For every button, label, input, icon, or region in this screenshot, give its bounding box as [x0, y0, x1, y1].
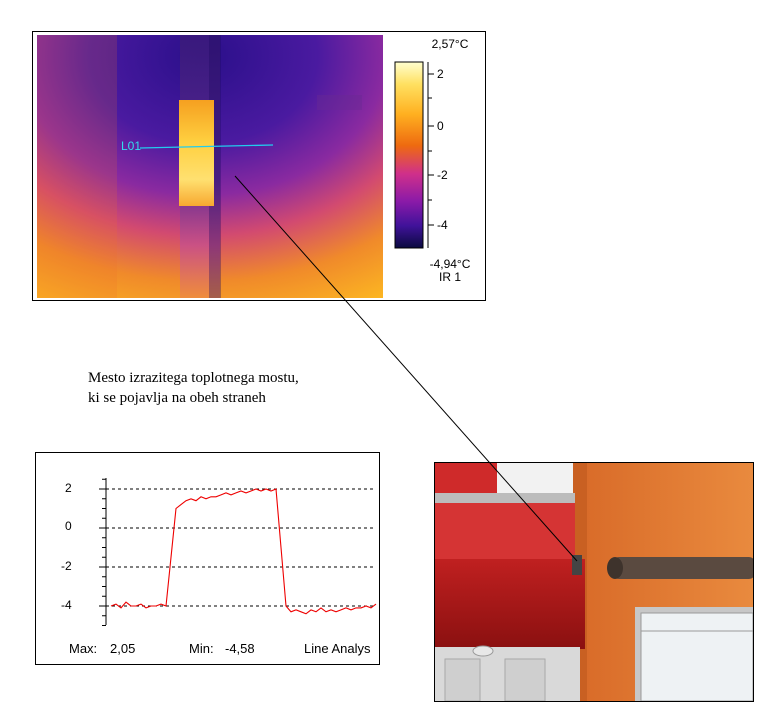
y-tick-minus2: -2 — [61, 559, 72, 573]
min-value: -4,58 — [225, 641, 255, 656]
line-profile-chart — [99, 478, 377, 626]
max-value: 2,05 — [110, 641, 136, 656]
scale-max-value: 2,57°C — [431, 37, 469, 51]
thermal-image: L01 — [37, 35, 383, 298]
y-tick-minus4: -4 — [61, 598, 72, 612]
thermal-hotspot — [179, 100, 214, 206]
thermogram-panel: L01 2,57°C 2 0 — [32, 31, 486, 301]
profile-series-line — [110, 488, 377, 615]
line-profile-panel: 2 0 -2 -4 Max: 2,05 Min: -4,58 Line Anal… — [35, 452, 380, 665]
caption-line-2: ki se pojavlja na obeh straneh — [88, 390, 266, 406]
scale-min-value: -4,94°C — [429, 257, 471, 271]
scale-id-label: IR 1 — [438, 270, 461, 284]
max-label: Max: — [69, 641, 98, 656]
y-tick-2: 2 — [65, 481, 72, 495]
scale-tick-minus4: -4 — [437, 218, 448, 232]
caption-line-1: Mesto izrazitega toplotnega mostu, — [88, 370, 299, 386]
scale-tick-2: 2 — [437, 67, 444, 81]
scale-tick-minus2: -2 — [437, 168, 448, 182]
color-scale — [394, 61, 434, 249]
scale-tick-0: 0 — [437, 119, 444, 133]
building-photo — [434, 462, 754, 702]
line-label-l01: L01 — [121, 139, 142, 153]
line-analysis-label: Line Analys — [304, 641, 371, 656]
measurement-line — [139, 144, 274, 149]
caption: Mesto izrazitega toplotnega mostu, ki se… — [88, 368, 368, 408]
y-tick-0: 0 — [65, 519, 72, 533]
min-label: Min: — [189, 641, 214, 656]
